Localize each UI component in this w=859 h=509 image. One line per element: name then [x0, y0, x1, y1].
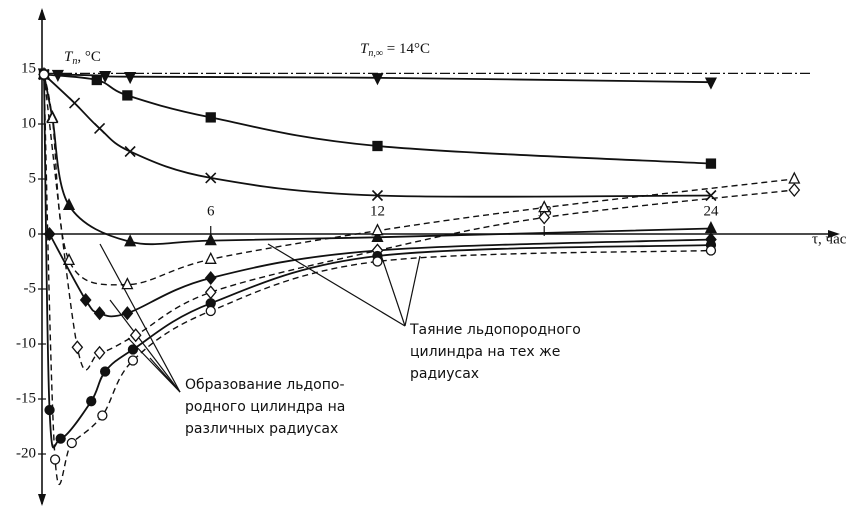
annotation: радиусах [410, 366, 479, 382]
annotation: цилиндра на тех же [410, 344, 560, 360]
y-tick-label: -20 [16, 445, 36, 461]
series-line [48, 233, 711, 318]
marker [371, 223, 384, 236]
annotation: Образование льдопо- [185, 377, 345, 393]
marker [44, 404, 55, 416]
marker [55, 433, 66, 444]
series-line [57, 73, 711, 84]
marker [46, 111, 59, 124]
marker [371, 229, 384, 242]
marker [204, 251, 217, 264]
x-tick-label: 24 [703, 203, 719, 219]
series-line [43, 74, 711, 485]
x-tick-label: 12 [370, 203, 385, 219]
marker [371, 189, 384, 202]
annotation: родного цилиндра на [185, 399, 345, 415]
marker [538, 210, 551, 225]
marker [71, 340, 84, 355]
marker [91, 74, 102, 86]
marker [124, 234, 137, 247]
marker [788, 171, 801, 184]
marker [127, 344, 139, 355]
reference-label: Tп,∞ = 14°C [360, 41, 430, 59]
y-tick-label: -15 [16, 390, 36, 406]
y-tick-label: 5 [29, 170, 37, 186]
x-tick-label: 6 [207, 203, 215, 219]
marker [372, 140, 383, 152]
marker [49, 454, 61, 465]
marker [788, 182, 801, 198]
marker [93, 306, 106, 321]
marker [99, 366, 111, 377]
marker [38, 69, 50, 80]
y-tick-label: 10 [21, 115, 36, 131]
annotation: различных радиусах [185, 421, 338, 437]
y-tick-label: -5 [24, 280, 37, 296]
pointer-lines [99, 243, 421, 393]
marker [62, 252, 76, 266]
marker [69, 97, 81, 109]
marker [93, 345, 106, 360]
marker [79, 292, 92, 308]
marker [122, 90, 133, 101]
y-tick-label: -10 [16, 335, 36, 351]
marker [97, 410, 108, 421]
marker [121, 306, 134, 321]
x-axis-arrow [828, 230, 840, 238]
marker [204, 270, 217, 286]
marker [205, 305, 216, 317]
marker [205, 112, 216, 123]
y-tick-label: 15 [21, 60, 36, 76]
x-axis-label: τ, час [812, 231, 847, 247]
series-line [43, 73, 711, 198]
series-line [43, 74, 711, 246]
marker [705, 158, 717, 169]
marker [124, 72, 137, 85]
marker [204, 285, 217, 300]
y-axis-label: Tп, °C [64, 49, 101, 67]
marker [124, 145, 136, 158]
marker [66, 437, 77, 449]
marker [99, 70, 112, 84]
marker [129, 328, 142, 343]
marker [704, 221, 717, 234]
marker [121, 277, 134, 290]
marker [94, 122, 106, 134]
annotation: Таяние льдопородного [409, 322, 581, 338]
marker [86, 396, 97, 407]
marker [372, 256, 383, 267]
marker [62, 197, 76, 211]
marker [371, 73, 384, 86]
marker [205, 172, 217, 184]
series-line [43, 74, 711, 449]
y-tick-label: 0 [29, 225, 37, 241]
marker [127, 355, 139, 366]
marker [204, 233, 217, 246]
marker [704, 77, 717, 90]
marker [705, 245, 717, 256]
